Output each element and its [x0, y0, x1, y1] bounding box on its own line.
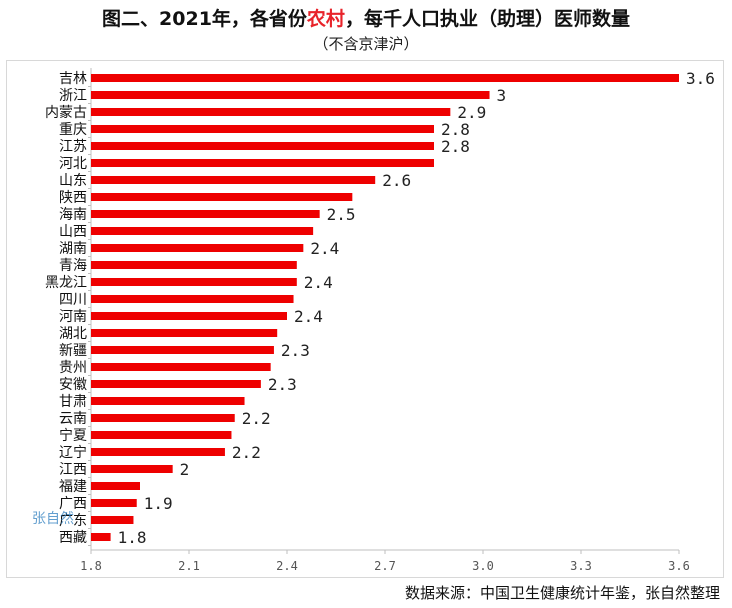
bar — [91, 397, 245, 405]
data-label: 2.3 — [268, 375, 297, 394]
category-label: 湖北 — [59, 326, 87, 342]
category-label: 陕西 — [59, 190, 87, 206]
bar — [91, 108, 451, 116]
category-label: 青海 — [59, 258, 87, 274]
x-tick-label: 2.4 — [276, 559, 298, 573]
bar — [91, 295, 294, 303]
category-label: 新疆 — [59, 343, 87, 359]
category-label: 辽宁 — [59, 444, 87, 461]
data-label: 3.6 — [686, 69, 715, 88]
x-tick-label: 3.6 — [668, 559, 690, 573]
data-label: 2.4 — [310, 239, 339, 258]
category-label: 河南 — [59, 309, 87, 325]
data-source: 数据来源：中国卫生健康统计年鉴，张自然整理 — [404, 584, 720, 602]
bar — [91, 363, 271, 371]
bar — [91, 465, 173, 473]
data-label: 2.4 — [294, 307, 323, 326]
category-label: 广西 — [59, 496, 87, 512]
data-label: 2.4 — [304, 273, 333, 292]
category-label: 江西 — [59, 462, 87, 478]
data-label: 2.2 — [242, 409, 271, 428]
x-tick-label: 2.7 — [374, 559, 396, 573]
x-tick-label: 3.0 — [472, 559, 494, 573]
bar — [91, 448, 225, 456]
bar — [91, 278, 297, 286]
chart-frame — [6, 60, 724, 578]
category-label: 宁夏 — [59, 427, 87, 444]
bar — [91, 142, 434, 150]
bar — [91, 176, 376, 184]
data-label: 2.6 — [382, 171, 411, 190]
category-label: 安徽 — [59, 377, 87, 393]
bar — [91, 346, 274, 354]
bar — [91, 244, 304, 252]
watermark: 张自然 — [32, 511, 74, 527]
x-tick-label: 1.8 — [80, 559, 102, 573]
data-label: 2.8 — [441, 137, 470, 156]
data-label: 1.9 — [144, 494, 173, 513]
category-label: 西藏 — [59, 530, 87, 546]
bar — [91, 482, 140, 490]
category-label: 江苏 — [59, 139, 87, 155]
data-label: 2.3 — [281, 341, 310, 360]
category-label: 浙江 — [59, 88, 87, 104]
bar — [91, 533, 111, 541]
bar — [91, 74, 679, 82]
bar — [91, 193, 353, 201]
category-label: 山西 — [59, 224, 87, 240]
bar — [91, 227, 314, 235]
category-label: 福建 — [59, 479, 87, 495]
category-label: 甘肃 — [59, 394, 87, 410]
data-label: 2.8 — [441, 120, 470, 139]
title-suffix: ，每千人口执业（助理）医师数量 — [344, 8, 630, 30]
data-label: 1.8 — [118, 528, 147, 547]
category-label: 湖南 — [59, 241, 87, 257]
bar — [91, 312, 287, 320]
bar — [91, 414, 235, 422]
bar — [91, 516, 134, 524]
category-label: 河北 — [59, 156, 87, 172]
category-label: 云南 — [59, 411, 87, 427]
x-tick-label: 2.1 — [178, 559, 200, 573]
bar — [91, 431, 232, 439]
bar — [91, 210, 320, 218]
bar — [91, 499, 137, 507]
title-prefix: 图二、2021年，各省份 — [102, 8, 307, 30]
category-label: 贵州 — [59, 360, 87, 376]
x-tick-label: 3.3 — [570, 559, 592, 573]
category-label: 黑龙江 — [45, 275, 87, 291]
category-label: 山东 — [59, 173, 87, 189]
category-label: 四川 — [59, 292, 87, 308]
bar — [91, 329, 278, 337]
bar — [91, 91, 490, 99]
bar — [91, 261, 297, 269]
data-label: 3 — [497, 86, 507, 105]
chart-title: 图二、2021年，各省份农村，每千人口执业（助理）医师数量 — [0, 4, 732, 31]
data-label: 2.2 — [232, 443, 261, 462]
bar — [91, 159, 434, 167]
category-label: 海南 — [59, 207, 87, 223]
chart-subtitle: （不含京津沪） — [313, 35, 419, 53]
data-label: 2 — [180, 460, 190, 479]
data-label: 2.9 — [457, 103, 486, 122]
title-highlight: 农村 — [306, 8, 345, 30]
bar — [91, 125, 434, 133]
data-label: 2.5 — [327, 205, 356, 224]
category-label: 内蒙古 — [45, 105, 87, 121]
category-label: 广东 — [59, 513, 87, 529]
category-label: 重庆 — [59, 122, 87, 138]
category-label: 吉林 — [59, 71, 87, 87]
bar — [91, 380, 261, 388]
